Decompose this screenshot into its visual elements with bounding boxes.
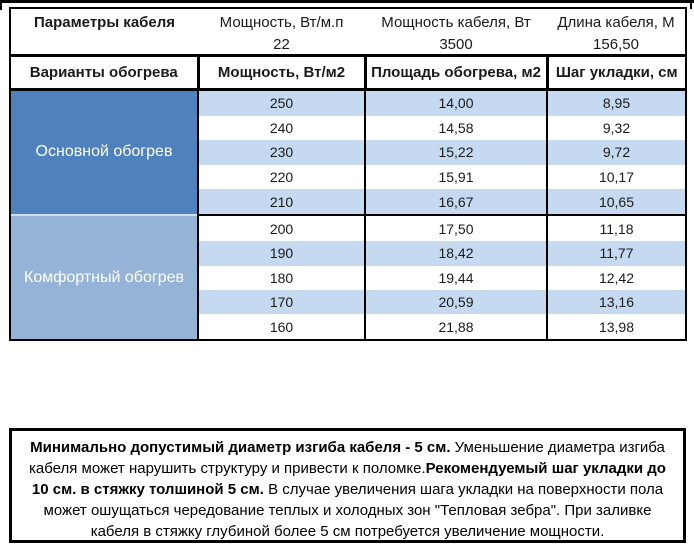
power-cell: 160 (197, 314, 365, 339)
power-cell: 200 (197, 214, 365, 242)
warning-note-box: Минимально допустимый диаметр изгиба каб… (9, 428, 686, 543)
param-value-empty (11, 35, 198, 57)
area-cell: 16,67 (364, 189, 547, 216)
heating-header-area: Площадь обогрева, м2 (363, 55, 549, 91)
power-cell: 170 (197, 289, 365, 315)
cable-params-value-row: 22 3500 156,50 (11, 35, 685, 57)
area-cell: 15,22 (364, 140, 547, 165)
heating-header-row: Варианты обогрева Мощность, Вт/м2 Площад… (11, 55, 685, 91)
power-cell: 180 (197, 265, 365, 290)
cable-params-header-row: Параметры кабеля Мощность, Вт/м.п Мощнос… (11, 9, 685, 35)
area-cell: 15,91 (364, 164, 547, 190)
table-row: 210 16,67 10,65 (11, 189, 685, 216)
step-cell: 13,16 (546, 289, 685, 315)
step-cell: 13,98 (546, 314, 685, 339)
power-cell: 210 (197, 189, 365, 216)
step-cell: 10,65 (546, 189, 685, 216)
note-bold-recommended-step: Рекомендуемый шаг укладки до 10 см. в ст… (31, 460, 666, 498)
group-label-comfort-heating: Комфортный обогрев (11, 214, 198, 339)
area-cell: 19,44 (364, 265, 547, 290)
cropped-frame-tick-left (0, 0, 2, 10)
heating-header-step: Шаг укладки, см (545, 55, 685, 91)
step-cell: 12,42 (546, 265, 685, 290)
param-value-cable-length: 156,50 (547, 35, 685, 57)
table-row: 180 19,44 12,42 (11, 265, 685, 290)
cable-table: Параметры кабеля Мощность, Вт/м.п Мощнос… (9, 7, 687, 341)
param-label-cable-power: Мощность кабеля, Вт (381, 13, 531, 31)
power-cell: 230 (197, 140, 365, 165)
warning-note-text: Минимально допустимый диаметр изгиба каб… (12, 431, 683, 548)
param-value-cable-power: 3500 (365, 35, 547, 57)
step-cell: 9,32 (546, 115, 685, 141)
step-cell: 9,72 (546, 140, 685, 165)
group-label-primary-heating: Основной обогрев (11, 89, 198, 216)
cable-params-title: Параметры кабеля (33, 13, 176, 31)
param-label-cable-length: Длина кабеля, М (557, 13, 675, 31)
param-value-power-per-m: 22 (198, 35, 365, 57)
power-cell: 220 (197, 164, 365, 190)
note-bold-min-bend-diameter: Минимально допустимый диаметр изгиба каб… (30, 439, 451, 456)
table-row: Комфортный обогрев 200 17,50 11,18 (11, 214, 685, 339)
table-row: 160 21,88 13,98 (11, 314, 685, 339)
step-cell: 8,95 (546, 89, 685, 116)
note-text-structure-damage: Уменьшение диаметра изгиба кабеля может … (29, 439, 665, 477)
table-row: 190 18,42 11,77 (11, 241, 685, 266)
area-cell: 18,42 (364, 241, 547, 266)
cropped-frame-tick-right (690, 0, 692, 9)
table-row: Основной обогрев 250 14,00 8,95 (11, 89, 685, 216)
power-cell: 250 (197, 89, 365, 116)
area-cell: 14,58 (364, 115, 547, 141)
heating-header-variants: Варианты обогрева (11, 55, 200, 91)
step-cell: 11,77 (546, 241, 685, 266)
table-row: 240 14,58 9,32 (11, 115, 685, 141)
area-cell: 20,59 (364, 289, 547, 315)
area-cell: 14,00 (364, 89, 547, 116)
table-row: 230 15,22 9,72 (11, 140, 685, 165)
table-row: 170 20,59 13,16 (11, 289, 685, 315)
step-cell: 11,18 (546, 214, 685, 242)
step-cell: 10,17 (546, 164, 685, 190)
power-cell: 190 (197, 241, 365, 266)
table-row: 220 15,91 10,17 (11, 164, 685, 190)
heating-header-power: Мощность, Вт/м2 (196, 55, 367, 91)
power-cell: 240 (197, 115, 365, 141)
note-text-thermal-zebra: В случае увеличения шага укладки на пове… (43, 481, 664, 540)
cropped-frame-edge (0, 0, 694, 3)
area-cell: 17,50 (364, 214, 547, 242)
cable-table-grid: Параметры кабеля Мощность, Вт/м.п Мощнос… (11, 9, 685, 339)
area-cell: 21,88 (364, 314, 547, 339)
param-label-power-per-m: Мощность, Вт/м.п (219, 13, 344, 31)
